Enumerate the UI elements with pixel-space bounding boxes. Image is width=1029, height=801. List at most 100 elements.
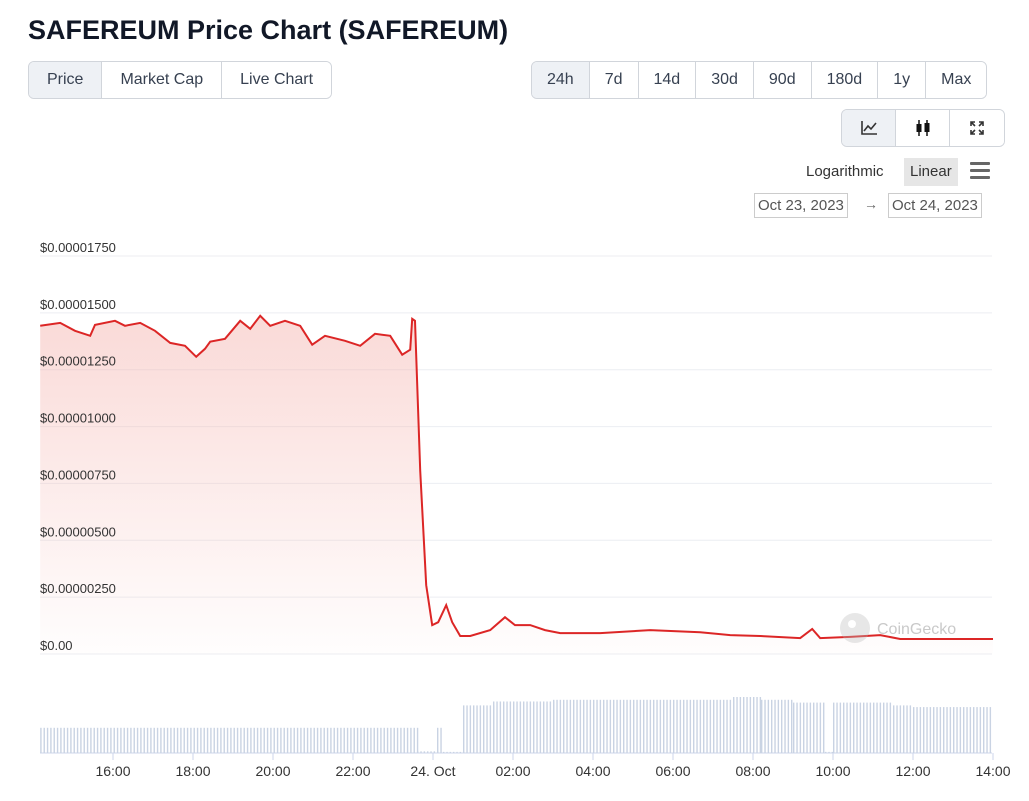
date-from-input[interactable]: Oct 23, 2023 [754, 193, 848, 218]
volume-bar [356, 727, 359, 753]
volume-bar [366, 727, 369, 753]
y-tick-label: $0.00001500 [40, 297, 116, 312]
volume-bar [296, 727, 299, 753]
y-tick-label: $0.00001250 [40, 354, 116, 369]
chart-menu-icon[interactable] [970, 162, 990, 183]
candlestick-button[interactable] [896, 110, 950, 146]
volume-bar [130, 727, 132, 753]
volume-bar [393, 727, 395, 753]
range-selector: 24h 7d 14d 30d 90d 180d 1y Max [531, 61, 988, 99]
volume-bar [193, 727, 195, 753]
volume-bar [386, 727, 389, 753]
volume-bar [913, 707, 915, 753]
logarithmic-toggle[interactable]: Logarithmic [806, 163, 884, 180]
line-chart-button[interactable] [842, 110, 896, 146]
volume-bar [50, 727, 52, 753]
tab-market-cap[interactable]: Market Cap [102, 62, 223, 98]
tab-live-chart[interactable]: Live Chart [222, 62, 332, 98]
volume-bar [416, 727, 419, 753]
volume-bar [859, 702, 862, 753]
x-tick-label: 12:00 [895, 763, 930, 779]
volume-bar [686, 699, 688, 753]
volume-bar [186, 727, 189, 753]
volume-bar [86, 727, 89, 753]
volume-bar [626, 699, 628, 753]
volume-bar [90, 727, 92, 753]
chart-type-selector [841, 109, 1005, 147]
volume-bar [446, 751, 448, 753]
range-24h[interactable]: 24h [532, 62, 590, 98]
volume-bar [519, 701, 522, 753]
fullscreen-button[interactable] [950, 110, 1004, 146]
tab-price[interactable]: Price [29, 62, 103, 98]
range-90d[interactable]: 90d [753, 62, 812, 98]
fullscreen-icon [970, 121, 984, 135]
volume-bar [506, 701, 508, 753]
volume-bar [623, 699, 625, 753]
volume-bar [93, 727, 95, 753]
volume-bar [646, 699, 648, 753]
volume-bar [203, 727, 205, 753]
volume-bar [949, 707, 952, 753]
volume-bar [496, 701, 498, 753]
volume-bar [166, 727, 169, 753]
volume-bar [739, 697, 742, 753]
volume-bar [666, 699, 668, 753]
volume-bar [573, 699, 575, 753]
volume-bar [370, 727, 372, 753]
volume-bar [767, 699, 770, 753]
volume-bar [313, 727, 315, 753]
volume-bar [290, 727, 292, 753]
range-180d[interactable]: 180d [811, 62, 879, 98]
volume-bar [593, 699, 595, 753]
volume-bar [761, 699, 763, 753]
x-tick-label: 22:00 [335, 763, 370, 779]
volume-bar [316, 727, 319, 753]
range-7d[interactable]: 7d [589, 62, 639, 98]
volume-bar [253, 727, 255, 753]
volume-bar [437, 727, 439, 753]
date-to-input[interactable]: Oct 24, 2023 [888, 193, 982, 218]
linear-toggle[interactable]: Linear [904, 158, 958, 186]
volume-bar [330, 727, 332, 753]
volume-bar [613, 699, 615, 753]
volume-bar [653, 699, 655, 753]
volume-bar [83, 727, 85, 753]
volume-bar [879, 702, 882, 753]
volume-bar [513, 701, 515, 753]
x-tick-label: 20:00 [255, 763, 290, 779]
volume-bar [469, 705, 472, 753]
volume-bar [156, 727, 159, 753]
volume-bar [350, 727, 352, 753]
volume-bar [80, 727, 82, 753]
range-max[interactable]: Max [926, 62, 987, 98]
y-tick-label: $0.00000500 [40, 524, 116, 539]
volume-bar [110, 727, 112, 753]
price-area [40, 315, 993, 654]
volume-bar [233, 727, 235, 753]
volume-bar [113, 727, 115, 753]
volume-bar [639, 699, 642, 753]
volume-bar [463, 705, 465, 753]
volume-bar [63, 727, 65, 753]
volume-bar [150, 727, 152, 753]
volume-bar [413, 727, 415, 753]
volume-bar [883, 702, 885, 753]
range-30d[interactable]: 30d [696, 62, 754, 98]
range-14d[interactable]: 14d [638, 62, 697, 98]
volume-bar [449, 751, 452, 753]
volume-bar [499, 701, 502, 753]
volume-bar [599, 699, 602, 753]
volume-bar [556, 699, 558, 753]
volume-bar [969, 707, 972, 753]
volume-bar [676, 699, 678, 753]
volume-bar [866, 702, 868, 753]
range-1y[interactable]: 1y [878, 62, 927, 98]
volume-bar [713, 699, 715, 753]
volume-bar [753, 697, 755, 753]
volume-bar [76, 727, 79, 753]
volume-bar [849, 702, 852, 753]
volume-bar [576, 699, 578, 753]
volume-bar [383, 727, 385, 753]
